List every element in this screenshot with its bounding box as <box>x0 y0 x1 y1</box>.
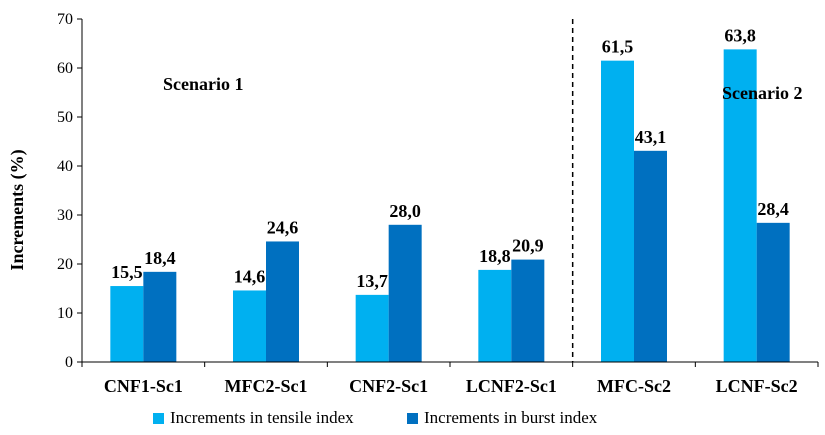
bar-burst <box>388 224 422 362</box>
y-tick-label: 0 <box>65 354 73 371</box>
bar-tensile <box>723 49 757 362</box>
data-label: 13,7 <box>356 271 388 291</box>
data-label: 15,5 <box>111 262 143 282</box>
y-tick-label: 70 <box>57 11 73 28</box>
bar-tensile <box>355 294 389 362</box>
data-label: 43,1 <box>635 127 667 147</box>
bar-tensile <box>601 60 634 363</box>
category-label: CNF1-Sc1 <box>104 376 183 396</box>
data-label: 14,6 <box>234 266 266 286</box>
data-label: 28,0 <box>389 201 421 221</box>
y-axis-label: Increments (%) <box>7 149 28 270</box>
bar-burst <box>143 271 177 362</box>
y-axis: 0 10 20 30 40 50 60 70 <box>57 11 83 371</box>
legend-label: Increments in tensile index <box>170 408 354 427</box>
scenario-2-label: Scenario 2 <box>722 83 803 103</box>
category-label: LCNF-Sc2 <box>716 376 798 396</box>
bar-tensile <box>233 290 266 362</box>
x-axis: CNF1-Sc1 MFC2-Sc1 CNF2-Sc1 LCNF2-Sc1 MFC-Sc2… <box>81 361 819 396</box>
scenario-1-label: Scenario 1 <box>163 74 244 94</box>
y-tick-label: 20 <box>57 256 73 273</box>
data-label: 18,8 <box>479 246 511 266</box>
y-tick-label: 40 <box>57 158 73 175</box>
y-tick-label: 50 <box>57 109 73 126</box>
category-label: MFC2-Sc1 <box>225 376 308 396</box>
legend-label: Increments in burst index <box>424 408 598 427</box>
data-label: 63,8 <box>724 25 756 45</box>
data-label: 24,6 <box>267 217 299 237</box>
y-tick-label: 10 <box>57 305 73 322</box>
category-label: LCNF2-Sc1 <box>466 376 557 396</box>
bars <box>110 49 790 363</box>
legend-swatch <box>407 413 418 424</box>
category-label: MFC-Sc2 <box>597 376 671 396</box>
bar-burst <box>634 150 667 362</box>
y-tick-label: 60 <box>57 60 73 77</box>
legend: Increments in tensile index Increments in… <box>153 408 598 427</box>
legend-swatch <box>153 413 164 424</box>
bar-burst <box>266 241 299 362</box>
y-tick-label: 30 <box>57 207 73 224</box>
bar-burst <box>511 259 545 362</box>
data-label: 61,5 <box>602 37 634 57</box>
category-label: CNF2-Sc1 <box>349 376 428 396</box>
data-label: 20,9 <box>512 236 544 256</box>
data-label: 18,4 <box>144 248 176 268</box>
data-label: 28,4 <box>757 199 789 219</box>
bar-burst <box>756 222 790 362</box>
bar-tensile <box>478 269 512 362</box>
data-labels: 15,518,4 14,6 24,6 13,7 28,0 18,820,9 61,5 43,1… <box>111 25 789 290</box>
bar-tensile <box>110 286 144 362</box>
